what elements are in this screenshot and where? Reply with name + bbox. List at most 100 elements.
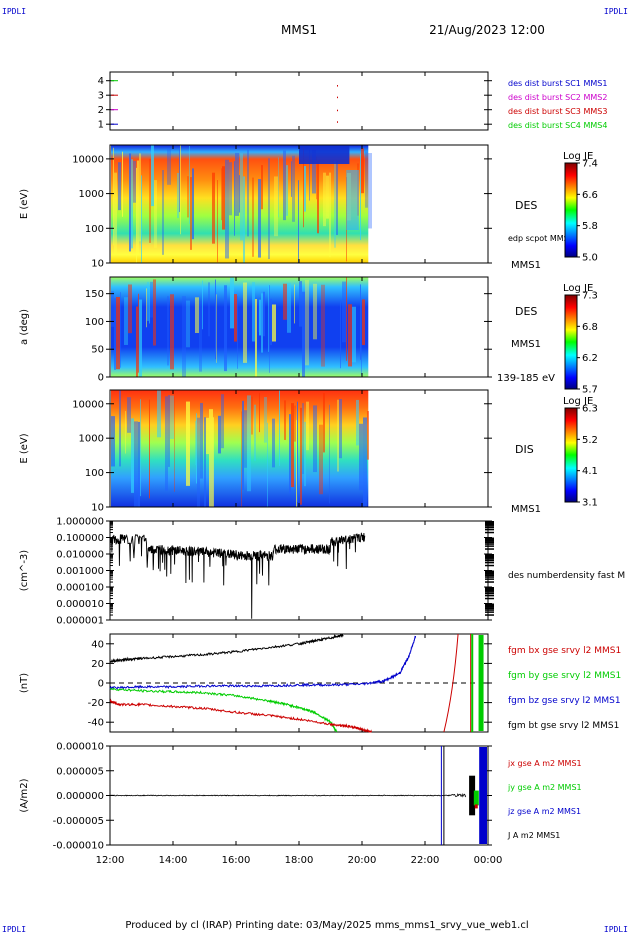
spectrogram-stripe (252, 177, 254, 257)
spectrogram-stripe (241, 411, 242, 507)
fgm-legend-3: fgm bz gse srvy l2 MMS1 (508, 696, 621, 706)
spectrogram-stripe (162, 170, 164, 255)
spectrogram-stripe (244, 410, 247, 468)
panel-frame-burst (109, 71, 489, 131)
spectrogram-des_pitch (111, 277, 369, 377)
dis-energy-y-tick: 10000 (72, 399, 104, 410)
des-energy-colorbar-tick-label: 5.0 (582, 253, 598, 264)
burst-dot (337, 121, 338, 123)
burst-legend-3: des dist burst SC3 MMS3 (508, 107, 607, 116)
spectrogram-stripe (206, 417, 209, 455)
spectrogram-stripe (313, 283, 317, 340)
spectrogram-stripe (146, 288, 147, 328)
fgm-legend-4: fgm bt gse srvy l2 MMS1 (508, 721, 619, 731)
spectrogram-stripe (230, 277, 234, 329)
corner-tag-bottom-right: IPDLI (604, 925, 628, 934)
spectrogram-stripe (243, 176, 245, 263)
x-tick-label: 18:00 (285, 855, 314, 866)
spectrogram-stripe (134, 421, 138, 507)
spectrogram-stripe (128, 284, 132, 334)
spectrogram-stripe (317, 161, 319, 234)
panels: 1 2 3 4 des dist burst SC1 MMS1 des dist burs… (19, 71, 625, 866)
spectrogram-des_energy (111, 145, 372, 263)
des-energy-colorbar-title: Log JE (563, 151, 593, 162)
spectrogram-stripe (149, 287, 150, 324)
des-pitch-colorbar-tick-label: 6.8 (582, 322, 598, 333)
spectrogram-stripe (261, 293, 263, 353)
x-tick-label: 14:00 (159, 855, 188, 866)
spectrogram-stripe (319, 424, 323, 495)
spectrogram-stripe (224, 285, 227, 372)
spectrogram-stripe (113, 147, 114, 246)
dis-energy-colorbar-tick-label: 4.1 (582, 466, 598, 477)
corner-tag-top-right: IPDLI (604, 7, 628, 16)
spectrogram-stripe (365, 151, 368, 208)
spectrogram-stripe (170, 294, 174, 370)
spectrogram-stripe (242, 400, 244, 490)
spectrogram-stripe (116, 296, 120, 370)
current-y-tick: -0.000005 (53, 816, 104, 827)
spectrogram-stripe (153, 279, 156, 346)
spectrogram-stripe (237, 296, 238, 369)
spectrogram-stripe (339, 399, 342, 459)
des-pitch-y-tick: 0 (98, 373, 104, 384)
current-burst-block (473, 790, 479, 806)
spectrogram-stripe (225, 159, 229, 259)
burst-legend-4: des dist burst SC4 MMS4 (508, 121, 607, 130)
density-y-tick: 0.000010 (56, 599, 104, 610)
spectrogram-stripe (218, 415, 221, 454)
spectrogram-stripe (216, 294, 217, 363)
spectrogram-stripe (286, 165, 288, 216)
spectrogram-stripe (329, 404, 330, 504)
des-pitch-colorbar-tick-label: 5.7 (582, 385, 598, 396)
burst-y-tick: 1 (98, 120, 104, 131)
spectrogram-stripe (356, 399, 359, 446)
spectrogram-stripe (221, 168, 222, 221)
spectrogram-stripe (292, 155, 295, 222)
spectrogram-stripe (313, 405, 317, 473)
spectrogram-stripe (283, 150, 286, 221)
spectrogram-stripe (114, 298, 116, 370)
spectrogram-stripe (202, 280, 203, 330)
burst-y-tick: 4 (98, 76, 104, 87)
spectrogram-stripe (137, 160, 139, 256)
spectrogram-stripe (296, 420, 297, 507)
spectrogram-stripe (140, 399, 141, 497)
spectrogram-stripe (119, 390, 121, 467)
spectrogram-stripe (167, 296, 169, 366)
spectrogram-stripe (297, 401, 298, 503)
density-y-tick: 0.010000 (56, 550, 104, 561)
spectrogram-stripe (209, 409, 213, 507)
fgm-y-tick: 0 (98, 679, 104, 690)
fgm-legend-2: fgm by gse srvy l2 MMS1 (508, 671, 621, 681)
density-y-tick: 0.000100 (56, 583, 104, 594)
spectrogram-stripe (294, 405, 296, 442)
spectrogram-stripe (138, 293, 139, 373)
spectrogram-stripe (125, 410, 126, 454)
spectrogram-stripe (340, 300, 341, 369)
fgm-series-red-late (443, 633, 459, 733)
spectrogram-stripe (234, 294, 237, 342)
fgm-series-black (109, 633, 344, 664)
spectrogram-stripe (272, 304, 276, 342)
spectrogram-stripe (118, 162, 121, 211)
des-energy-ylabel: E (eV) (19, 189, 30, 219)
spectrogram-stripe (359, 423, 363, 491)
burst-y-tick: 3 (98, 91, 104, 102)
spectrogram-stripe (312, 147, 316, 194)
des-energy-colorbar (564, 162, 578, 258)
spectrogram-stripe (177, 172, 179, 219)
spectrogram-stripe (346, 277, 347, 361)
spectrogram-stripe (180, 145, 181, 235)
fgm-y-tick: -20 (88, 698, 104, 709)
spectrogram-stripe (179, 148, 180, 213)
density-y-tick: 1.000000 (56, 517, 104, 528)
des-pitch-colorbar (564, 294, 578, 390)
fgm-spike-block (478, 635, 484, 731)
spectrogram-stripe (221, 394, 224, 449)
dis-energy-colorbar-tick-label: 3.1 (582, 498, 598, 509)
spectrogram-stripe (247, 395, 251, 492)
current-y-tick: -0.000010 (53, 841, 104, 852)
burst-dot (337, 85, 338, 87)
spectrogram-stripe (306, 401, 309, 451)
